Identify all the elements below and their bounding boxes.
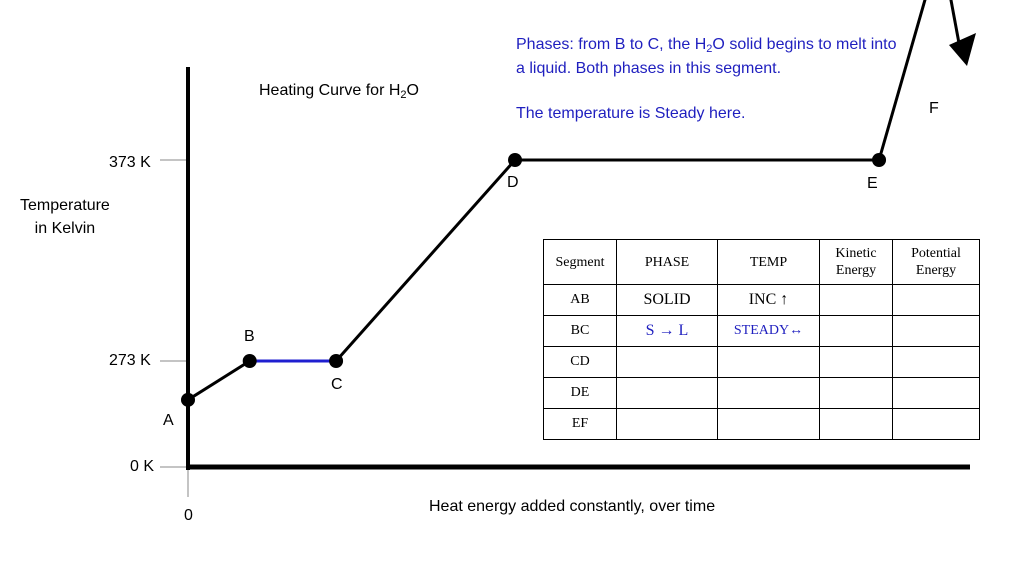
y-tick-label-273: 273 K <box>109 352 151 369</box>
header-segment: Segment <box>543 239 617 285</box>
point-label-a: A <box>163 412 174 429</box>
cell-phase <box>616 346 718 378</box>
phase-note-line1: Phases: from B to C, the H2O solid begin… <box>516 36 897 55</box>
cell-segment: EF <box>543 408 617 440</box>
cell-phase <box>616 408 718 440</box>
curve <box>187 0 976 402</box>
point-a <box>181 392 195 407</box>
y-tick-label-373: 373 K <box>109 154 151 171</box>
cell-kinetic <box>819 346 893 378</box>
header-potential-energy: Potential Energy <box>892 239 980 285</box>
cell-phase: SOLID <box>616 284 718 316</box>
point-b <box>242 354 257 368</box>
cell-phase: S → L <box>616 315 718 347</box>
cell-potential <box>892 408 980 440</box>
table-row: DE <box>543 377 980 409</box>
point-e <box>872 153 887 167</box>
cell-segment: BC <box>543 315 617 347</box>
cell-segment: DE <box>543 377 617 409</box>
point-c <box>329 354 344 368</box>
cell-potential <box>892 377 980 409</box>
curve-segment-ef <box>877 0 927 161</box>
cell-kinetic <box>819 377 893 409</box>
y-tick-label-0: 0 K <box>130 458 155 475</box>
table-row: BC S → L STEADY↔ <box>543 315 980 347</box>
chart-title: Heating Curve for H2O <box>259 82 419 101</box>
curve-segment-arrow <box>949 0 963 55</box>
arrow-head <box>949 33 976 66</box>
cell-potential <box>892 315 980 347</box>
table-row: EF <box>543 408 980 440</box>
cell-kinetic <box>819 408 893 440</box>
cell-phase <box>616 377 718 409</box>
cell-temp <box>717 346 820 378</box>
y-axis-label: Temperature in Kelvin <box>20 197 110 237</box>
x-axis-label: Heat energy added constantly, over time <box>429 498 716 515</box>
point-label-c: C <box>331 376 343 393</box>
cell-potential <box>892 284 980 316</box>
segment-table: Segment PHASE TEMP Kinetic Energy Potent… <box>543 239 980 440</box>
point-label-e: E <box>867 175 878 192</box>
header-phase: PHASE <box>616 239 718 285</box>
header-kinetic-energy: Kinetic Energy <box>819 239 893 285</box>
cell-temp: STEADY↔ <box>717 315 820 347</box>
x-tick-label-0: 0 <box>184 507 193 524</box>
table-header-row: Segment PHASE TEMP Kinetic Energy Potent… <box>543 239 980 285</box>
cell-temp <box>717 408 820 440</box>
cell-temp: INC ↑ <box>717 284 820 316</box>
temperature-note: The temperature is Steady here. <box>516 105 746 122</box>
point-label-f: F <box>929 100 939 117</box>
cell-segment: CD <box>543 346 617 378</box>
point-d <box>508 153 523 167</box>
header-temp: TEMP <box>717 239 820 285</box>
table-row: AB SOLID INC ↑ <box>543 284 980 316</box>
curve-segment-ab <box>187 359 251 402</box>
cell-kinetic <box>819 315 893 347</box>
cell-temp <box>717 377 820 409</box>
cell-kinetic <box>819 284 893 316</box>
curve-segment-cd <box>334 159 517 362</box>
cell-potential <box>892 346 980 378</box>
table-row: CD <box>543 346 980 378</box>
point-label-d: D <box>507 174 519 191</box>
point-markers <box>181 153 887 407</box>
point-label-b: B <box>244 328 255 345</box>
phase-note-line2: a liquid. Both phases in this segment. <box>516 60 782 77</box>
cell-segment: AB <box>543 284 617 316</box>
